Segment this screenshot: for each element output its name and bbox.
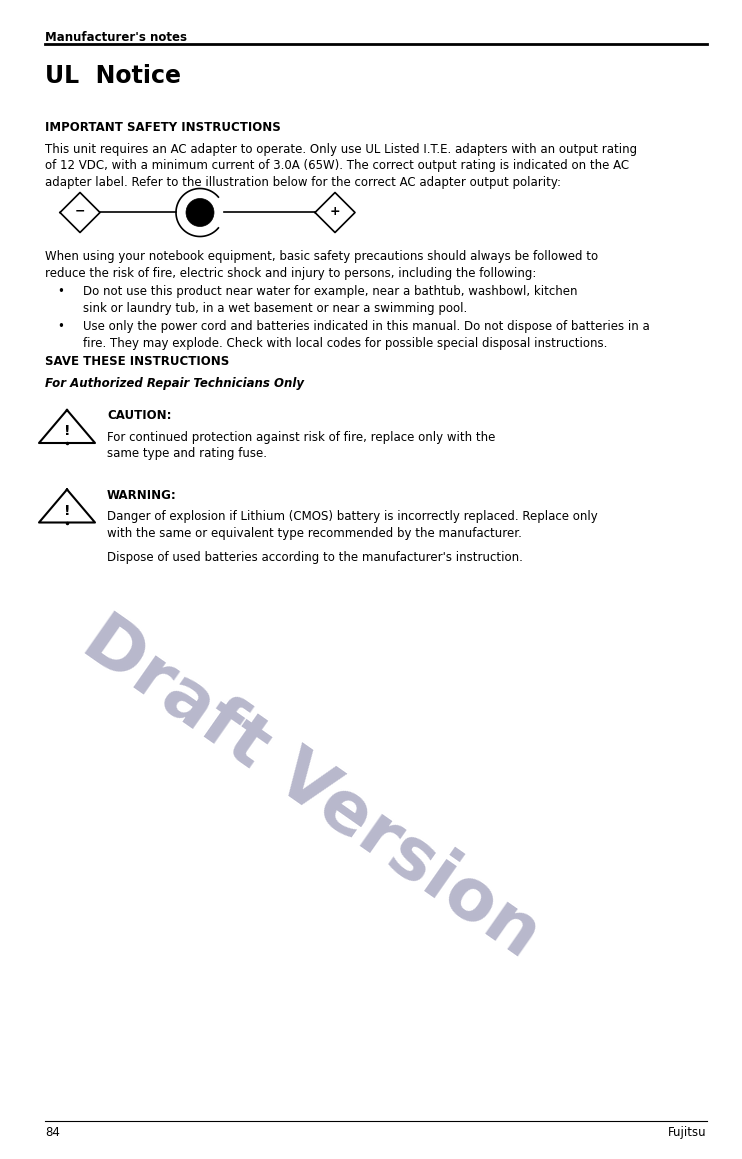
- Text: Dispose of used batteries according to the manufacturer's instruction.: Dispose of used batteries according to t…: [107, 552, 523, 564]
- Text: WARNING:: WARNING:: [107, 489, 177, 502]
- Text: Draft Version: Draft Version: [70, 605, 553, 971]
- Text: same type and rating fuse.: same type and rating fuse.: [107, 447, 267, 460]
- Text: •: •: [57, 321, 64, 334]
- Text: CAUTION:: CAUTION:: [107, 409, 171, 423]
- Text: !: !: [64, 424, 70, 438]
- Text: This unit requires an AC adapter to operate. Only use UL Listed I.T.E. adapters : This unit requires an AC adapter to oper…: [45, 143, 637, 156]
- Text: !: !: [64, 504, 70, 518]
- Text: •: •: [57, 285, 64, 299]
- Circle shape: [186, 198, 214, 226]
- Text: sink or laundry tub, in a wet basement or near a swimming pool.: sink or laundry tub, in a wet basement o…: [83, 302, 467, 315]
- Text: with the same or equivalent type recommended by the manufacturer.: with the same or equivalent type recomme…: [107, 527, 522, 540]
- Text: Fujitsu: Fujitsu: [669, 1127, 707, 1139]
- Text: When using your notebook equipment, basic safety precautions should always be fo: When using your notebook equipment, basi…: [45, 250, 598, 263]
- Text: Manufacturer's notes: Manufacturer's notes: [45, 31, 187, 44]
- Text: adapter label. Refer to the illustration below for the correct AC adapter output: adapter label. Refer to the illustration…: [45, 176, 561, 189]
- Text: +: +: [329, 205, 341, 218]
- Text: 84: 84: [45, 1127, 60, 1139]
- Text: UL  Notice: UL Notice: [45, 64, 181, 88]
- Text: reduce the risk of fire, electric shock and injury to persons, including the fol: reduce the risk of fire, electric shock …: [45, 267, 536, 280]
- Text: Do not use this product near water for example, near a bathtub, washbowl, kitche: Do not use this product near water for e…: [83, 285, 577, 299]
- Text: Use only the power cord and batteries indicated in this manual. Do not dispose o: Use only the power cord and batteries in…: [83, 321, 650, 334]
- Text: IMPORTANT SAFETY INSTRUCTIONS: IMPORTANT SAFETY INSTRUCTIONS: [45, 121, 280, 134]
- Text: fire. They may explode. Check with local codes for possible special disposal ins: fire. They may explode. Check with local…: [83, 337, 608, 350]
- Text: For continued protection against risk of fire, replace only with the: For continued protection against risk of…: [107, 431, 496, 444]
- Text: SAVE THESE INSTRUCTIONS: SAVE THESE INSTRUCTIONS: [45, 356, 229, 369]
- Text: For Authorized Repair Technicians Only: For Authorized Repair Technicians Only: [45, 378, 304, 391]
- Text: of 12 VDC, with a minimum current of 3.0A (65W). The correct output rating is in: of 12 VDC, with a minimum current of 3.0…: [45, 160, 629, 173]
- Text: −: −: [75, 205, 85, 218]
- Text: Danger of explosion if Lithium (CMOS) battery is incorrectly replaced. Replace o: Danger of explosion if Lithium (CMOS) ba…: [107, 510, 598, 524]
